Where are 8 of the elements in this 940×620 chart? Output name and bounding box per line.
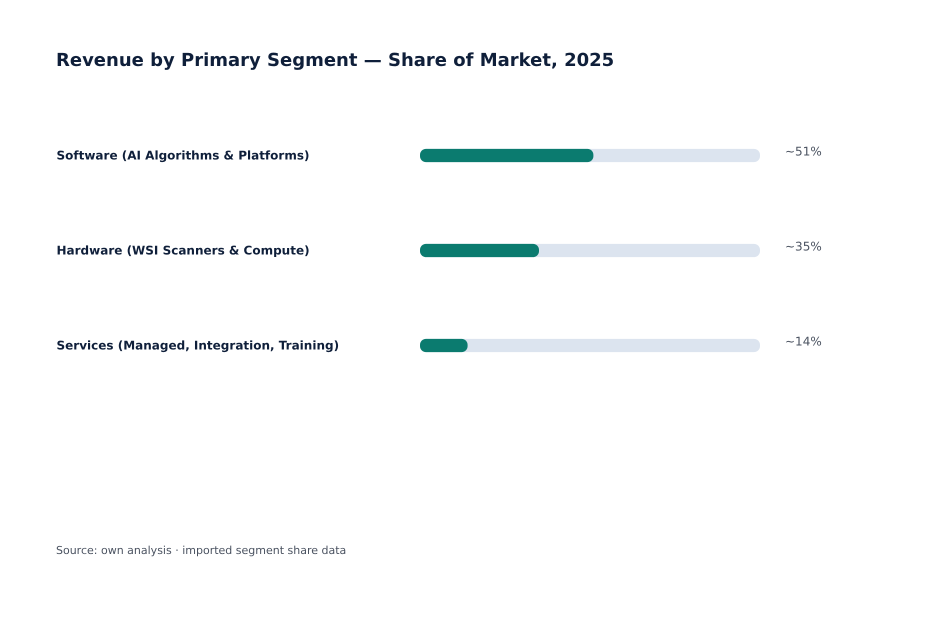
data-label: ~14% bbox=[785, 334, 822, 348]
data-label: ~51% bbox=[785, 144, 822, 158]
y-tick-label: Hardware (WSI Scanners & Compute) bbox=[56, 244, 310, 258]
chart-title: Revenue by Primary Segment — Share of Market, 2025 bbox=[56, 50, 614, 71]
source-note: Source: own analysis · imported segment share data bbox=[56, 544, 346, 557]
y-tick-label: Services (Managed, Integration, Training) bbox=[56, 338, 340, 352]
y-tick-label: Software (AI Algorithms & Platforms) bbox=[56, 148, 310, 162]
data-label: ~35% bbox=[785, 240, 822, 254]
